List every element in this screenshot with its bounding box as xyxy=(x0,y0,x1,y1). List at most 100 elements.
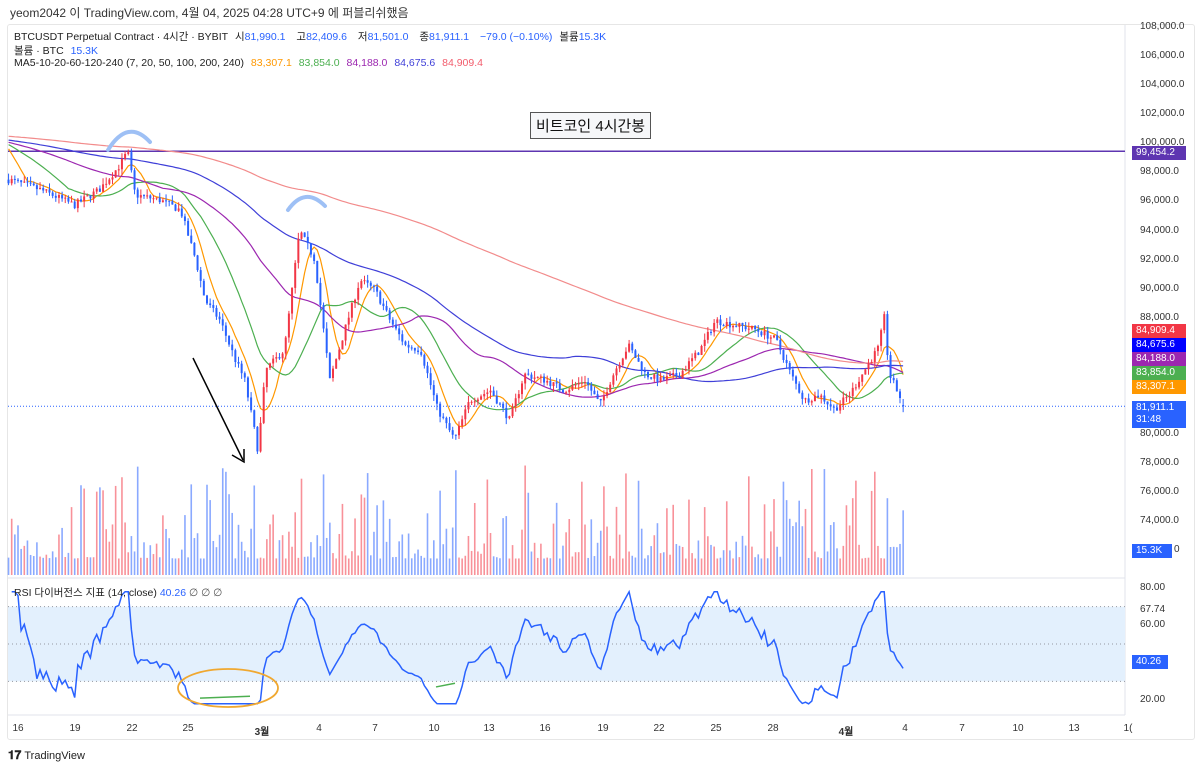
candle-body xyxy=(45,189,48,191)
candle-body xyxy=(372,285,375,287)
volume-bar xyxy=(451,527,454,575)
volume-bar xyxy=(870,490,873,575)
candle-body xyxy=(832,406,835,408)
candle-body xyxy=(454,434,457,436)
ma-line-200 xyxy=(8,135,904,364)
volume-bar xyxy=(187,557,189,575)
volume-bar xyxy=(360,494,363,575)
volume-bar xyxy=(833,522,835,575)
volume-bar xyxy=(483,543,485,575)
candle-body xyxy=(536,376,539,378)
candle-body xyxy=(889,355,892,378)
candle-body xyxy=(155,197,158,199)
volume-bar xyxy=(473,503,476,575)
ma-line-7 xyxy=(8,148,904,428)
ma-indicator-name[interactable]: MA5-10-20-60-120-240 (7, 20, 50, 100, 20… xyxy=(14,57,244,69)
volume-bar xyxy=(10,518,13,575)
annotation-text-box[interactable]: 비트코인 4시간봉 xyxy=(530,112,652,139)
volume-bar xyxy=(61,527,63,575)
candle-body xyxy=(483,393,486,397)
time-axis-label: 19 xyxy=(69,723,81,734)
volume-bar xyxy=(247,557,249,575)
candle-body xyxy=(231,344,234,351)
candle-body xyxy=(719,319,722,326)
volume-bar xyxy=(801,526,804,575)
volume-bar xyxy=(297,557,300,575)
volume-bar xyxy=(77,558,79,575)
candle-body xyxy=(158,197,161,203)
candle-body xyxy=(870,361,873,364)
volume-axis-zero: 0 xyxy=(1174,544,1180,555)
arrow-head xyxy=(231,449,245,464)
volume-bar xyxy=(158,557,161,575)
volume-bar xyxy=(45,554,48,575)
ma-line-50 xyxy=(8,141,904,398)
candle-body xyxy=(656,374,659,382)
volume-bar xyxy=(596,542,599,575)
price-badge: 84,909.4 xyxy=(1132,324,1186,338)
volume-bar xyxy=(140,557,142,575)
price-axis-label: 108,000.0 xyxy=(1140,21,1185,32)
candle-body xyxy=(218,316,221,320)
candle-body xyxy=(429,373,432,386)
volume-bar xyxy=(64,557,67,575)
volume-bar xyxy=(250,528,252,575)
price-badge: 83,854.0 xyxy=(1132,366,1186,380)
candle-body xyxy=(502,403,505,408)
volume-bar xyxy=(678,545,681,575)
price-axis-label: 94,000.0 xyxy=(1140,224,1179,236)
candle-body xyxy=(265,367,268,388)
volume-bar xyxy=(486,479,489,575)
rsi-axis-80: 80.00 xyxy=(1140,582,1166,593)
volume-bar xyxy=(162,515,164,575)
candle-body xyxy=(432,385,435,396)
volume-bar xyxy=(212,540,215,575)
volume-bar xyxy=(7,557,10,575)
volume-bar xyxy=(436,558,438,575)
volume-bar xyxy=(688,499,690,575)
candle-body xyxy=(606,392,609,396)
volume-bar xyxy=(508,558,511,575)
candle-body xyxy=(29,182,32,184)
candle-body xyxy=(246,377,249,398)
candle-body xyxy=(706,331,709,340)
candle-body xyxy=(511,406,514,417)
volume-indicator-name[interactable]: 볼륨 · BTC xyxy=(14,45,64,57)
tradingview-logo[interactable]: 𝟏𝟕 TradingView xyxy=(8,748,85,763)
rsi-axis-20: 20.00 xyxy=(1140,694,1166,705)
volume-bar xyxy=(73,558,76,575)
volume-bar xyxy=(414,553,416,575)
candle-body xyxy=(435,395,438,404)
volume-bar xyxy=(325,537,328,575)
volume-bar xyxy=(218,534,221,575)
candle-body xyxy=(640,361,643,371)
price-axis-label: 102,000.0 xyxy=(1140,108,1185,120)
candle-body xyxy=(785,359,788,364)
volume-bar xyxy=(804,508,807,575)
candle-body xyxy=(303,232,306,237)
volume-bar xyxy=(725,501,728,575)
volume-bar xyxy=(829,525,832,575)
candle-body xyxy=(527,373,530,375)
volume-bar xyxy=(278,540,281,575)
volume-bar xyxy=(95,491,98,575)
volume-bar xyxy=(26,540,29,575)
volume-bar xyxy=(237,524,240,575)
rsi-indicator-name[interactable]: RSI 다이버전스 지표 (14, close) xyxy=(14,587,157,599)
volume-bar xyxy=(700,558,703,575)
volume-bar xyxy=(92,557,95,575)
candle-body xyxy=(89,195,92,199)
candle-body xyxy=(732,325,735,328)
volume-bar xyxy=(445,528,448,575)
symbol-name[interactable]: BTCUSDT Perpetual Contract · 4시간 · BYBIT xyxy=(14,31,229,43)
candle-body xyxy=(807,398,810,403)
volume-bar xyxy=(738,557,741,575)
candle-body xyxy=(42,187,45,191)
candle-body xyxy=(609,384,612,393)
time-axis-label: 22 xyxy=(653,723,665,734)
volume-bar xyxy=(732,558,734,575)
volume-bar xyxy=(703,507,706,575)
candle-body xyxy=(344,324,347,341)
volume-bar xyxy=(181,549,183,575)
